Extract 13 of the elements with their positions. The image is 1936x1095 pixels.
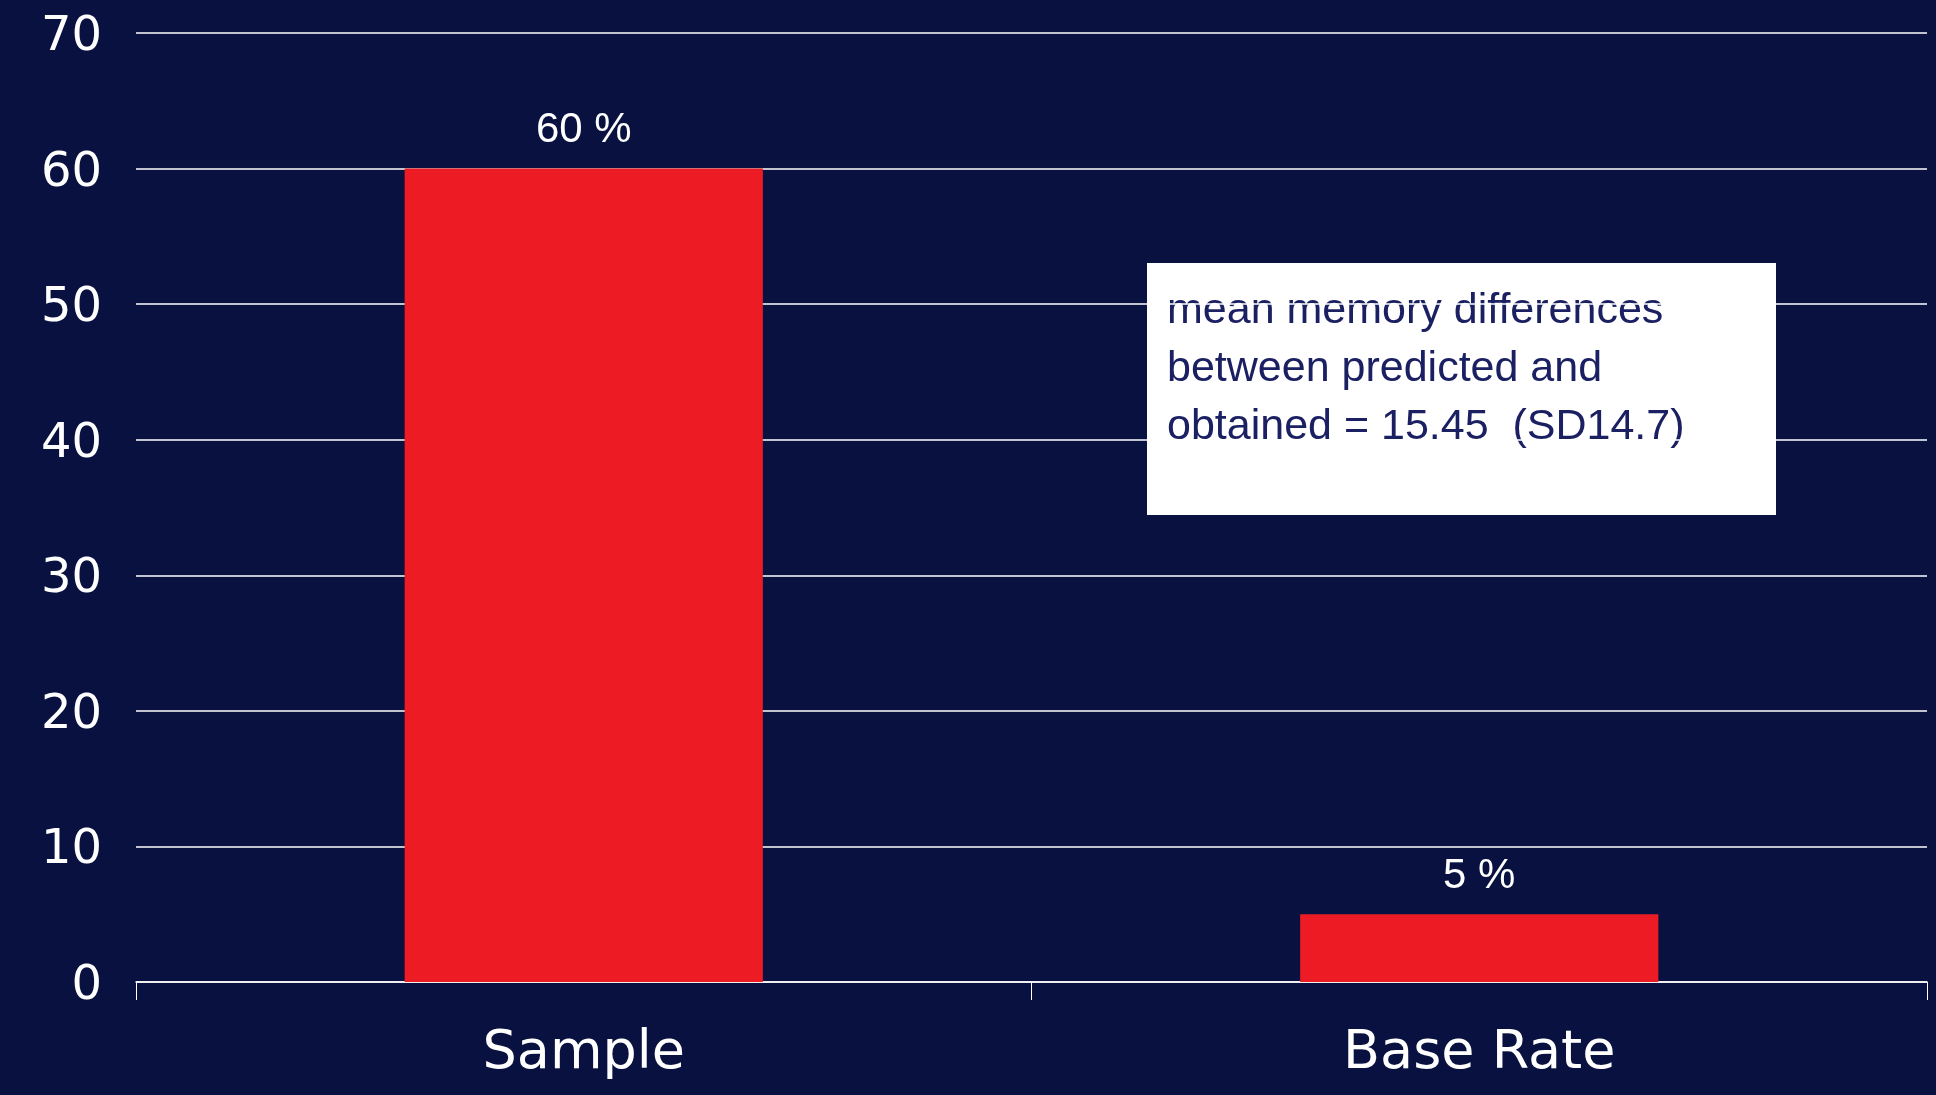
y-tick-label: 20	[40, 682, 102, 739]
x-tick-label: Base Rate	[1343, 1017, 1616, 1081]
data-label: 60 %	[535, 104, 632, 152]
y-tick-label: 30	[40, 547, 102, 604]
x-tick-label: Sample	[482, 1017, 685, 1081]
annotation: mean memory differences between predicted and obtained = 15.45 (SD14.7)	[1167, 284, 1685, 448]
y-tick-label: 10	[40, 818, 102, 875]
y-tick-label: 70	[40, 5, 102, 61]
y-tick-label: 40	[40, 411, 102, 468]
y-tick-label: 50	[40, 276, 102, 333]
data-label: 5 %	[1443, 849, 1516, 897]
y-tick-label: 60	[40, 140, 102, 197]
y-tick-label: 0	[71, 954, 102, 1010]
